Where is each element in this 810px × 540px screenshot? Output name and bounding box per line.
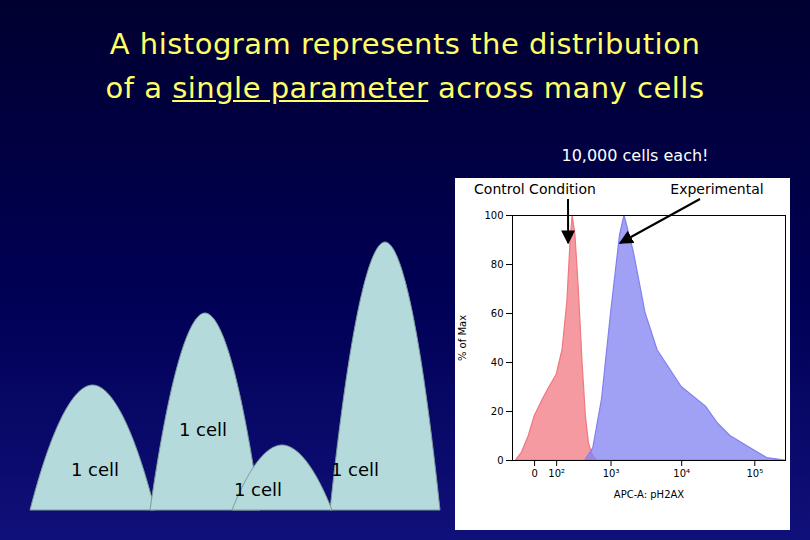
svg-text:60: 60	[491, 308, 504, 319]
html-text:of a single parameter across m: of a single parameter across many cells	[105, 71, 705, 105]
svg-text:10⁴: 10⁴	[673, 468, 690, 479]
svg-text:0: 0	[497, 455, 503, 466]
svg-text:20: 20	[491, 406, 504, 417]
svg-text:1 cell: 1 cell	[179, 419, 227, 440]
svg-text:1 cell: 1 cell	[71, 459, 119, 480]
svg-text:80: 80	[491, 259, 504, 270]
svg-text:Experimental: Experimental	[670, 181, 763, 197]
svg-text:Control Condition: Control Condition	[474, 181, 596, 197]
svg-text:% of Max: % of Max	[457, 315, 468, 361]
svg-text:10²: 10²	[548, 468, 565, 479]
svg-text:0: 0	[531, 468, 537, 479]
svg-text:APC-A: pH2AX: APC-A: pH2AX	[614, 489, 685, 500]
svg-text:10⁵: 10⁵	[746, 468, 763, 479]
svg-text:100: 100	[484, 210, 503, 221]
svg-text:40: 40	[491, 357, 504, 368]
svg-text:1 cell: 1 cell	[331, 459, 379, 480]
svg-text:1 cell: 1 cell	[234, 479, 282, 500]
svg-text:10³: 10³	[603, 468, 620, 479]
html-text:A histogram represents the dis: A histogram represents the distribution	[109, 27, 701, 61]
html-text:10,000 cells each!: 10,000 cells each!	[561, 146, 709, 165]
